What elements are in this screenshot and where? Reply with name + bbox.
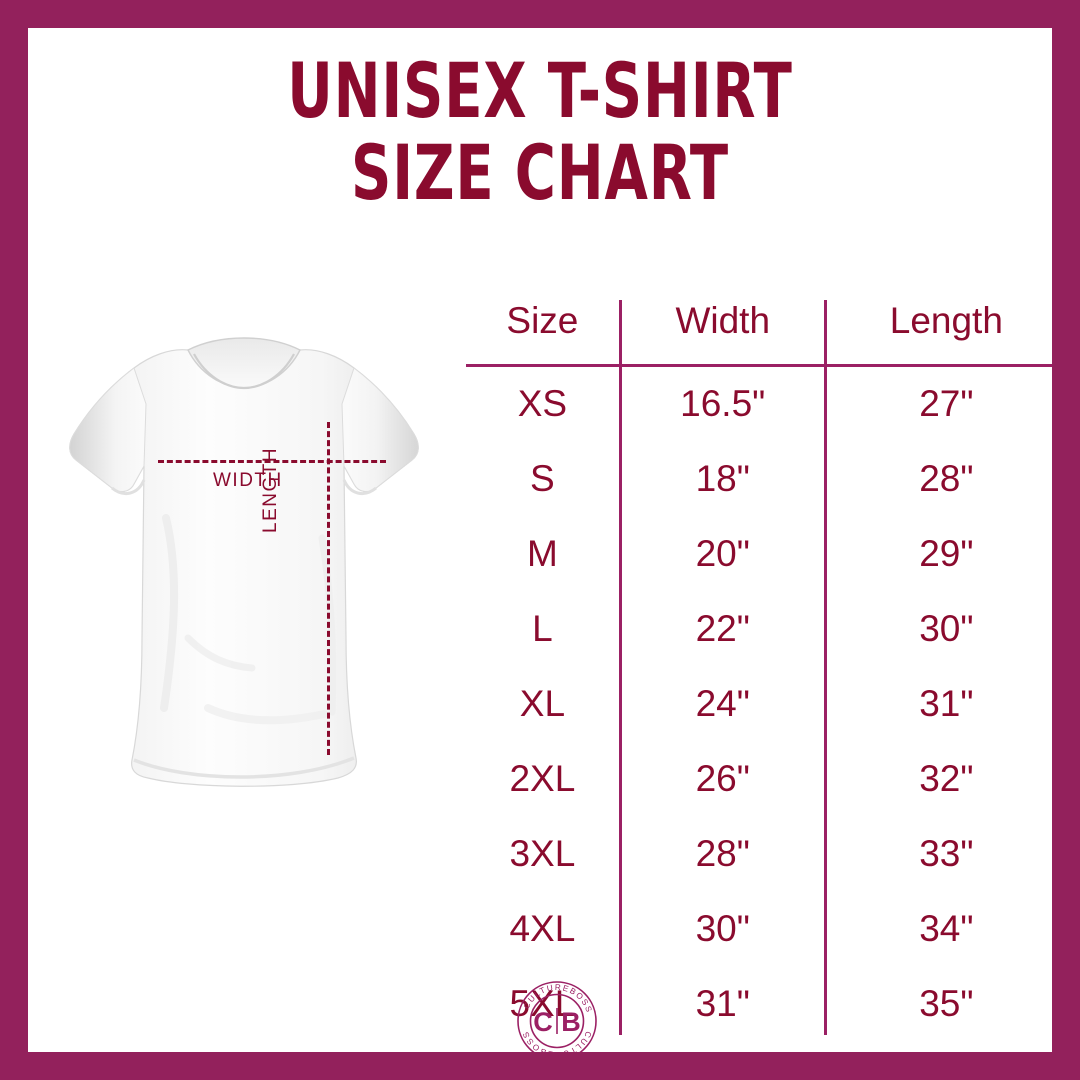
title-line-1: UNISEX T-SHIRT	[287, 46, 793, 135]
table-body: XS 16.5" 27" S 18" 28" M 20" 29" L 22" 30" XL 24" 31" 2…	[466, 365, 1052, 1035]
table-cell-size: 4XL	[509, 908, 576, 949]
table-row: 4XL 30" 34"	[466, 892, 1052, 967]
table-cell-size: XS	[517, 383, 568, 424]
table-row: XS 16.5" 27"	[466, 365, 1052, 442]
table-cell-width: 22"	[618, 592, 827, 667]
size-table-container: Size Width Length XS 16.5" 27" S 18" 28" M 20" 2…	[466, 300, 1052, 1035]
table-cell-length: 34"	[919, 908, 974, 949]
tshirt-icon	[69, 337, 419, 787]
table-cell-width: 16.5"	[618, 365, 827, 442]
table-cell-width: 30"	[618, 892, 827, 967]
table-cell-size: L	[532, 608, 553, 649]
table-row: 5XL 31" 35"	[466, 967, 1052, 1035]
table-cell-size: XL	[519, 683, 566, 724]
table-cell-width: 20"	[618, 517, 827, 592]
table-cell-length: 31"	[919, 683, 974, 724]
table-cell-length: 33"	[919, 833, 974, 874]
title-line-2: SIZE CHART	[351, 128, 729, 217]
table-cell-length: 28"	[919, 458, 974, 499]
table-row: 3XL 28" 33"	[466, 817, 1052, 892]
column-header-size: Size	[506, 300, 579, 341]
table-cell-size: 5XL	[509, 983, 576, 1024]
table-cell-width: 31"	[618, 967, 827, 1035]
table-cell-size: 2XL	[509, 758, 576, 799]
table-cell-width: 26"	[618, 742, 827, 817]
table-header-row: Size Width Length	[466, 300, 1052, 366]
brand-logo: CULTUREBOSS CULTUREBOSS C B	[516, 980, 598, 1052]
culture-boss-badge-icon: CULTUREBOSS CULTUREBOSS C B	[517, 981, 597, 1052]
table-cell-length: 27"	[919, 383, 974, 424]
column-header-width: Width	[618, 300, 827, 366]
table-row: M 20" 29"	[466, 517, 1052, 592]
table-cell-length: 35"	[919, 983, 974, 1024]
table-cell-width: 28"	[618, 817, 827, 892]
logo-monogram-right: B	[561, 1007, 581, 1037]
page-title: UNISEX T-SHIRT SIZE CHART	[28, 50, 1052, 214]
table-row: XL 24" 31"	[466, 667, 1052, 742]
size-table: Size Width Length XS 16.5" 27" S 18" 28" M 20" 2…	[466, 300, 1052, 1035]
table-row: S 18" 28"	[466, 442, 1052, 517]
table-row: L 22" 30"	[466, 592, 1052, 667]
table-cell-width: 18"	[618, 442, 827, 517]
table-cell-size: 3XL	[509, 833, 576, 874]
table-cell-length: 30"	[919, 608, 974, 649]
table-cell-size: M	[526, 533, 558, 574]
table-cell-size: S	[530, 458, 555, 499]
table-cell-length: 32"	[919, 758, 974, 799]
tshirt-illustration: WIDTH LENGTH	[38, 308, 458, 868]
column-header-length: Length	[889, 300, 1003, 341]
logo-monogram-left: C	[533, 1007, 553, 1037]
table-cell-length: 29"	[919, 533, 974, 574]
table-header: Size Width Length	[466, 300, 1052, 366]
table-cell-width: 24"	[618, 667, 827, 742]
table-row: 2XL 26" 32"	[466, 742, 1052, 817]
